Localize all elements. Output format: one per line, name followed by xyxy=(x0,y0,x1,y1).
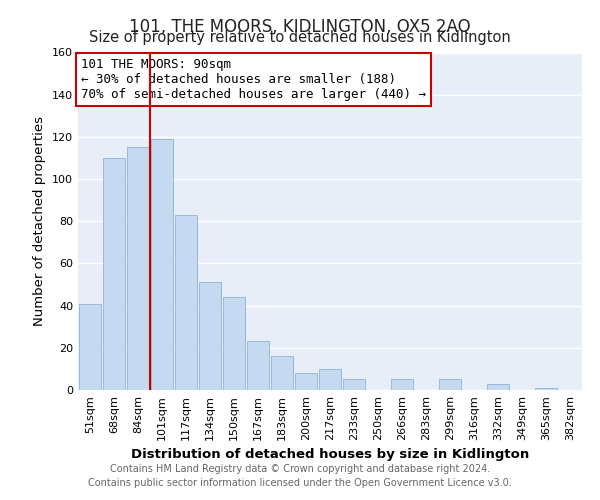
Bar xyxy=(295,373,317,390)
Text: Contains HM Land Registry data © Crown copyright and database right 2024.
Contai: Contains HM Land Registry data © Crown c… xyxy=(88,464,512,487)
Y-axis label: Number of detached properties: Number of detached properties xyxy=(34,116,46,326)
Bar xyxy=(103,158,125,390)
Bar xyxy=(79,304,101,390)
Bar xyxy=(487,384,509,390)
Bar xyxy=(199,282,221,390)
Text: Size of property relative to detached houses in Kidlington: Size of property relative to detached ho… xyxy=(89,30,511,45)
Bar xyxy=(151,139,173,390)
Bar xyxy=(127,148,149,390)
Bar xyxy=(223,297,245,390)
Text: 101 THE MOORS: 90sqm
← 30% of detached houses are smaller (188)
70% of semi-deta: 101 THE MOORS: 90sqm ← 30% of detached h… xyxy=(80,58,425,100)
Text: 101, THE MOORS, KIDLINGTON, OX5 2AQ: 101, THE MOORS, KIDLINGTON, OX5 2AQ xyxy=(129,18,471,36)
Bar xyxy=(391,380,413,390)
Bar xyxy=(319,369,341,390)
Bar xyxy=(247,342,269,390)
Bar xyxy=(175,215,197,390)
Bar xyxy=(271,356,293,390)
Bar xyxy=(439,380,461,390)
X-axis label: Distribution of detached houses by size in Kidlington: Distribution of detached houses by size … xyxy=(131,448,529,462)
Bar xyxy=(535,388,557,390)
Bar xyxy=(343,380,365,390)
